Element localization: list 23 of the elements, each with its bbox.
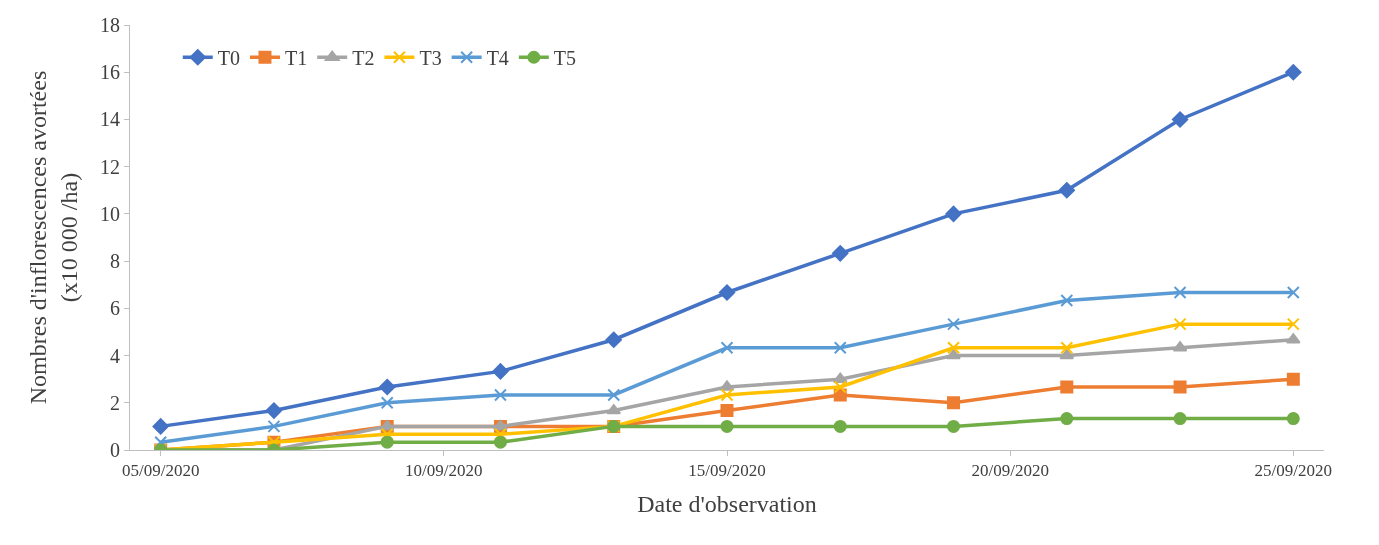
y-tick-label: 16 (100, 61, 120, 84)
x-tick-label: 10/09/2020 (405, 461, 483, 481)
legend-label: T0 (217, 47, 240, 70)
y-tick-label: 8 (110, 250, 120, 273)
legend-label: T5 (553, 47, 577, 70)
y-tick-label: 18 (100, 14, 120, 36)
x-tick-label: 25/09/2020 (1254, 461, 1333, 481)
y-axis-title: Nombres d'inflorescences avortées (x10 000 /ha) (24, 70, 83, 405)
y-tick-label: 4 (110, 344, 120, 367)
y-tick-label: 14 (100, 108, 120, 131)
x-tick-label: 15/09/2020 (688, 461, 766, 481)
legend-label: T3 (419, 47, 442, 70)
x-tick-label: 05/09/2020 (121, 461, 200, 481)
x-axis-title: Date d'observation (637, 490, 817, 517)
x-tick-label: 20/09/2020 (971, 461, 1049, 481)
y-tick-label: 6 (110, 297, 120, 320)
legend-label: T2 (352, 47, 375, 70)
y-tick-label: 10 (100, 202, 120, 225)
y-tick-label: 0 (110, 439, 120, 461)
y-tick-label: 12 (100, 155, 120, 178)
legend-label: T1 (284, 47, 308, 70)
legend-label: T4 (486, 47, 509, 70)
y-tick-label: 2 (110, 391, 120, 414)
